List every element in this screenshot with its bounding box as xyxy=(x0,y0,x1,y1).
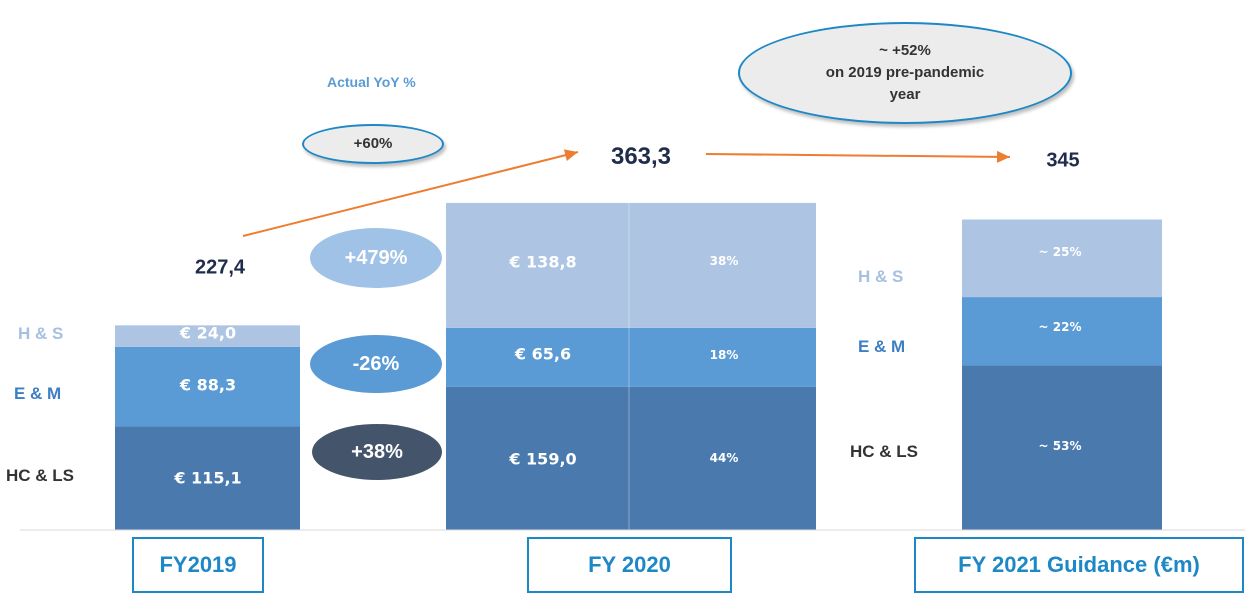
yoy-bubble-em: -26% xyxy=(310,335,442,393)
yoy-bubble-hcls: +38% xyxy=(312,424,442,480)
value-label-fy2020-hcls: € 159,0 xyxy=(509,449,577,469)
yoy-total-value: +60% xyxy=(353,135,393,152)
yoy-value-em: -26% xyxy=(352,352,400,375)
value-label-fy2019-hs: € 24,0 xyxy=(179,323,237,343)
value-label-fy2019-hcls: € 115,1 xyxy=(174,468,242,488)
series-label-em-right: E & M xyxy=(858,337,906,356)
bar-hcls-2 xyxy=(962,365,1162,530)
bar-hcls-1 xyxy=(446,386,816,530)
bar-em-2 xyxy=(962,297,1162,366)
yoy-value-hcls: +38% xyxy=(351,440,403,463)
growth-arrow-2019-2020-line xyxy=(242,151,579,237)
bar-em-1 xyxy=(446,327,816,387)
share-label-fy2021-hcls: ~ 53% xyxy=(1038,439,1082,453)
x-label-fy2021: FY 2021 Guidance (€m) xyxy=(914,537,1244,593)
series-label-hs-left: H & S xyxy=(18,324,64,343)
share-label-fy2020-hs: 38% xyxy=(709,254,739,268)
yoy-bubble-hs: +479% xyxy=(310,228,442,288)
x-label-fy2019: FY2019 xyxy=(132,537,264,593)
series-label-hcls-left: HC & LS xyxy=(6,466,74,485)
arrows-group xyxy=(242,149,1011,237)
bar-em-0 xyxy=(115,346,300,427)
series-label-hs-right: H & S xyxy=(858,267,904,286)
bar-hs-2 xyxy=(962,219,1162,298)
share-label-fy2020-hcls: 44% xyxy=(709,451,739,465)
series-label-em-left: E & M xyxy=(14,384,62,403)
series-label-hcls-right: HC & LS xyxy=(850,442,918,461)
growth-note-line1: ~ +52% xyxy=(879,42,931,59)
bar-hs-1 xyxy=(446,202,816,328)
share-label-fy2020-em: 18% xyxy=(709,348,739,362)
growth-note-line2: on 2019 pre-pandemic xyxy=(825,64,985,81)
bar-hcls-0 xyxy=(115,426,300,530)
growth-arrow-2020-2021-line xyxy=(705,153,1011,158)
yoy-total-bubble: +60% xyxy=(302,124,444,164)
total-label-fy2020: 363,3 xyxy=(610,143,672,170)
bars-group xyxy=(115,202,1162,530)
value-label-fy2020-em: € 65,6 xyxy=(514,344,572,364)
x-label-fy2020: FY 2020 xyxy=(527,537,732,593)
yoy-title: Actual YoY % xyxy=(327,74,416,90)
growth-note-bubble: ~ +52% on 2019 pre-pandemic year xyxy=(738,22,1072,124)
share-label-fy2021-hs: ~ 25% xyxy=(1038,245,1082,259)
value-label-fy2020-hs: € 138,8 xyxy=(509,252,577,272)
growth-arrow-2020-2021-head xyxy=(996,150,1010,163)
yoy-value-hs: +479% xyxy=(344,246,408,269)
total-label-fy2019: 227,4 xyxy=(194,256,246,279)
bar-hs-0 xyxy=(115,325,300,347)
growth-arrow-2019-2020-head xyxy=(563,149,578,161)
growth-note-line3: year xyxy=(889,86,921,103)
total-label-fy2021: 345 xyxy=(1046,149,1080,172)
value-label-fy2019-em: € 88,3 xyxy=(179,375,237,395)
share-label-fy2021-em: ~ 22% xyxy=(1038,320,1082,334)
